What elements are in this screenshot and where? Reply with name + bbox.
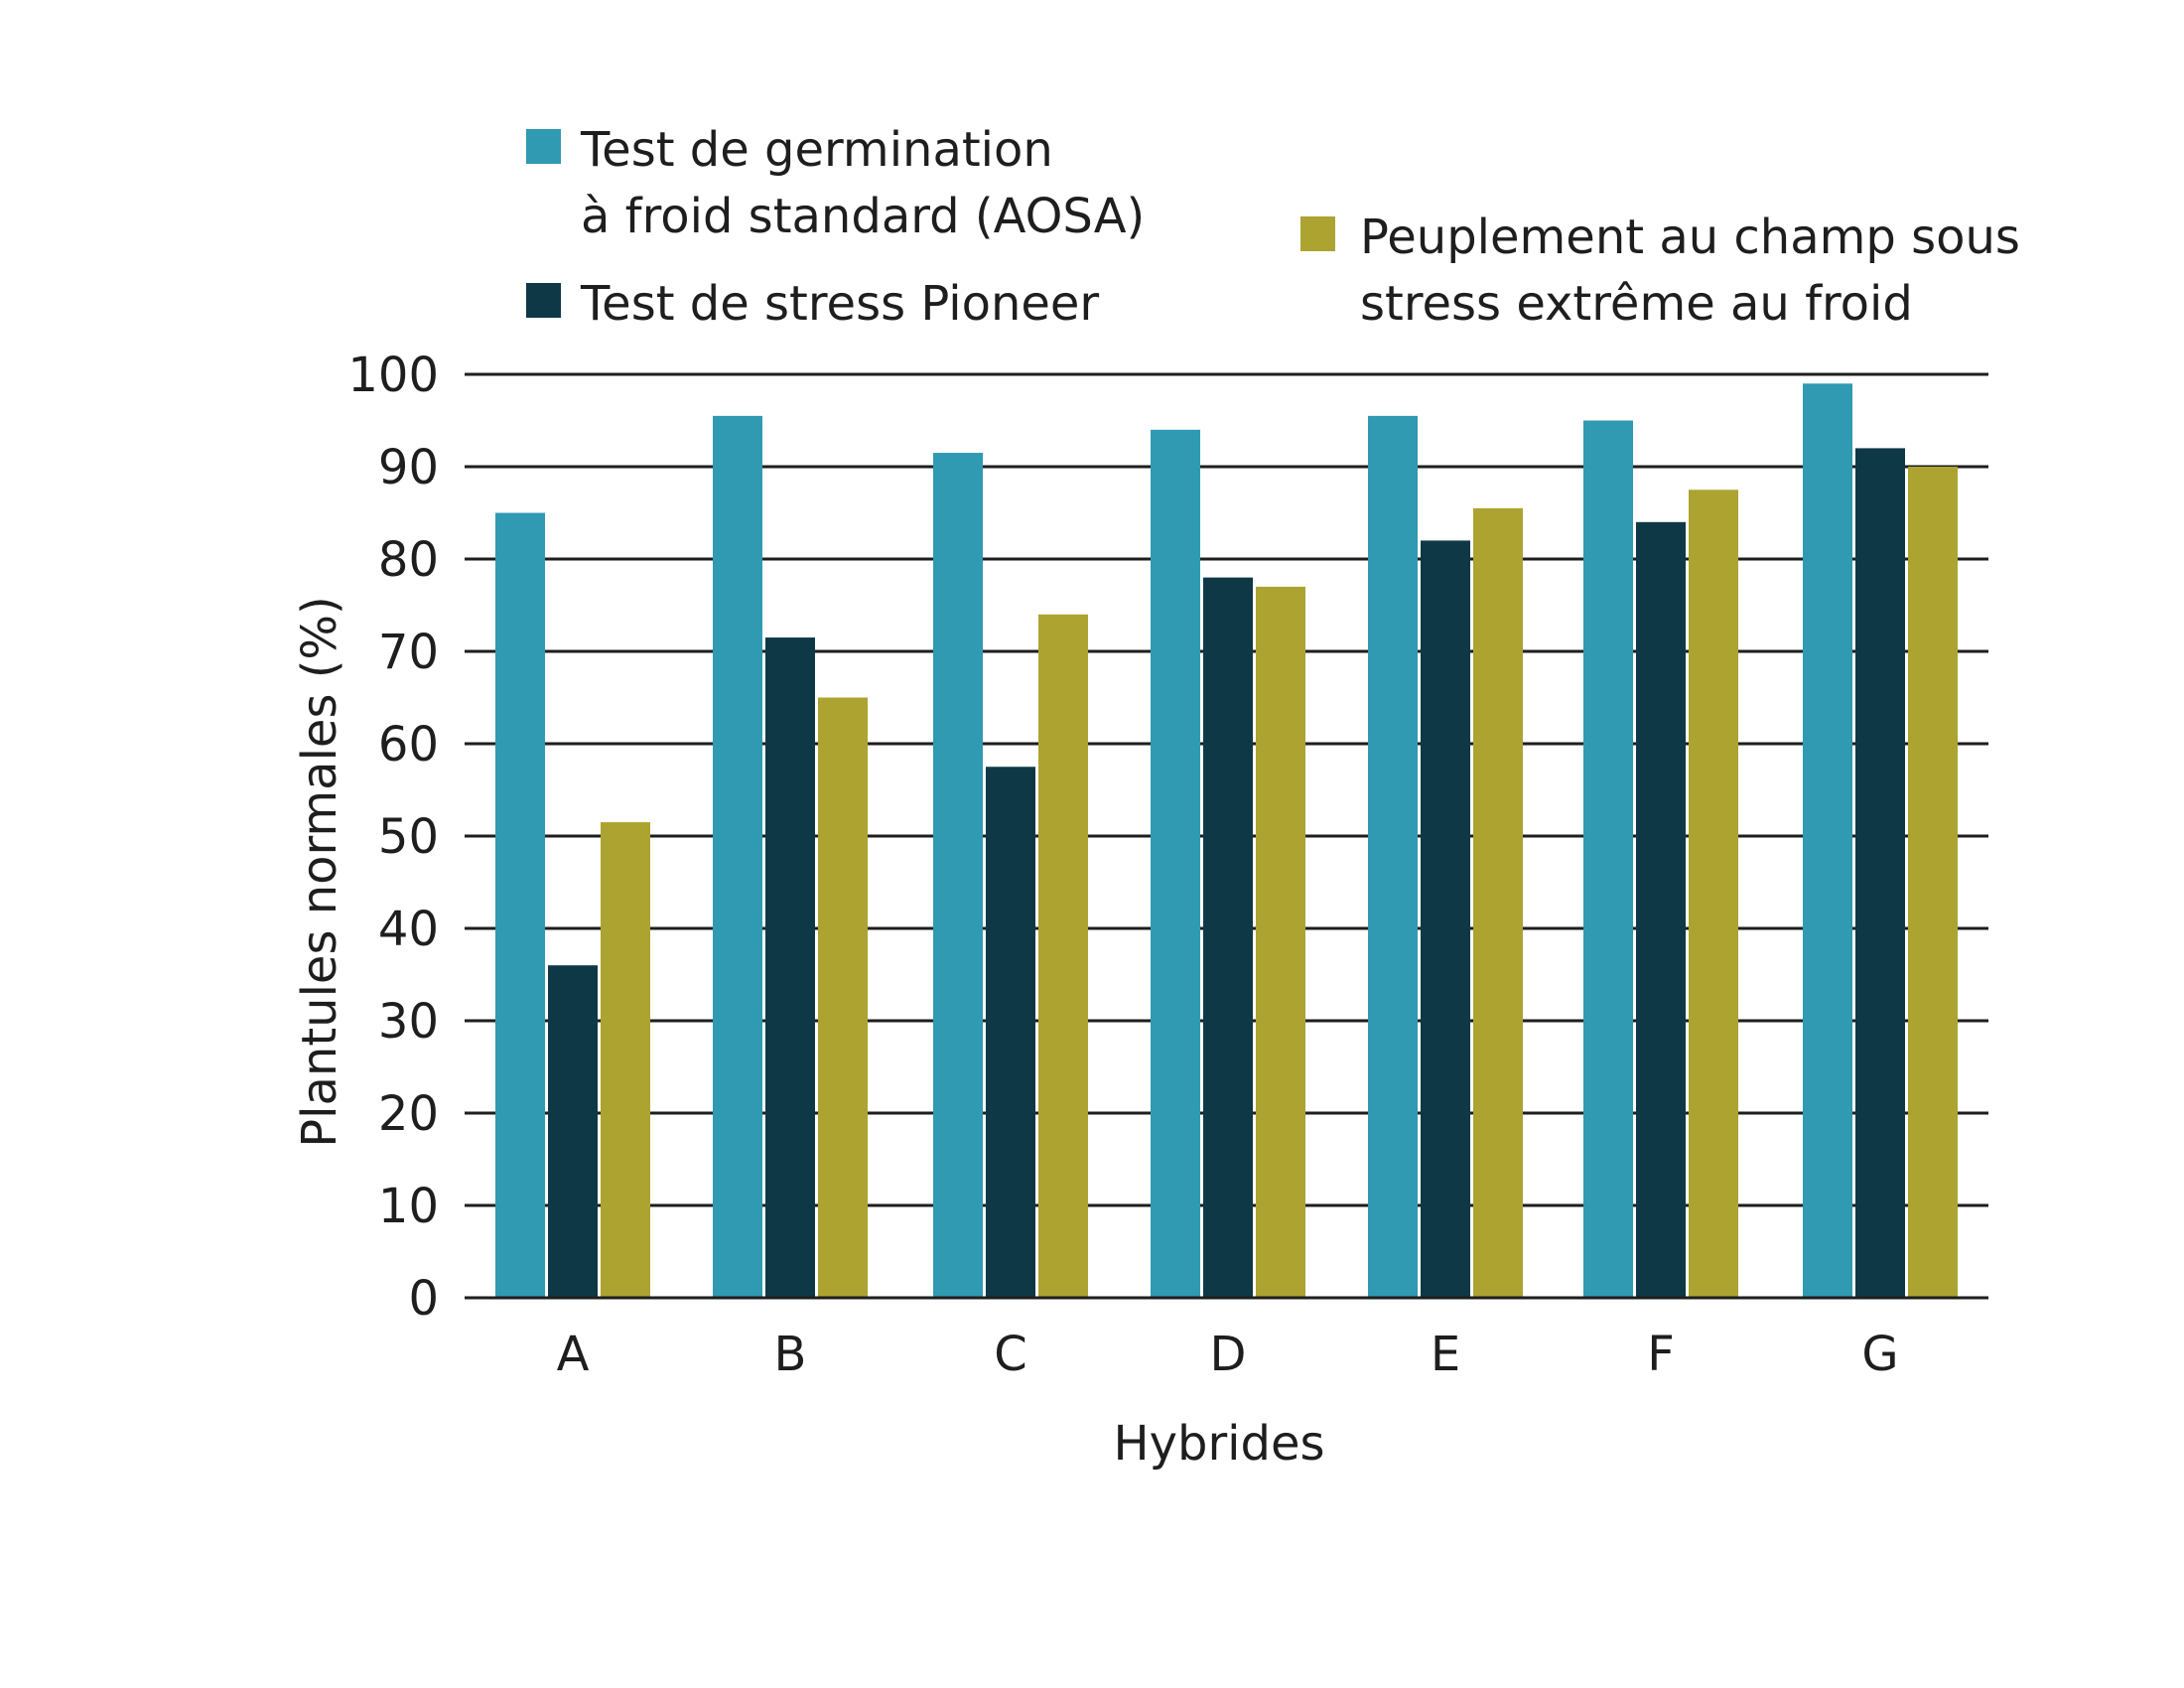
legend-label: stress extrême au froid	[1360, 276, 1913, 332]
bar-G-series-3	[1908, 467, 1958, 1298]
legend-item: Peuplement au champ sous stress extrême a…	[1300, 210, 2020, 332]
bar-series-group	[495, 383, 1958, 1299]
y-tick-label: 100	[347, 348, 439, 403]
y-tick-label: 60	[378, 717, 439, 773]
bar-E-series-3	[1473, 507, 1523, 1299]
bar-F-series-3	[1689, 490, 1738, 1298]
x-tick-label: F	[1647, 1327, 1675, 1382]
y-tick-label: 10	[378, 1179, 439, 1234]
y-tick-label: 70	[378, 625, 439, 680]
x-axis-title: Hybrides	[1113, 1416, 1324, 1472]
x-tick-label: E	[1431, 1327, 1460, 1382]
x-tick-label: A	[557, 1327, 590, 1382]
bar-G-series-1	[1803, 383, 1852, 1298]
bar-D-series-2	[1203, 577, 1253, 1298]
chart-legend: Test de germination à froid standard (AOS…	[526, 122, 2020, 332]
x-tick-label: D	[1210, 1327, 1247, 1382]
bar-D-series-3	[1256, 586, 1305, 1298]
y-tick-label: 0	[408, 1271, 439, 1327]
y-tick-label: 50	[378, 809, 439, 865]
y-tick-labels: 0 10 20 30 40 50 60 70 80 90 100	[347, 348, 439, 1327]
x-tick-label: B	[774, 1327, 807, 1382]
bar-A-series-1	[495, 512, 545, 1298]
y-tick-label: 20	[378, 1086, 439, 1142]
legend-swatch	[1300, 216, 1335, 251]
bar-E-series-2	[1421, 540, 1470, 1298]
legend-label: Test de stress Pioneer	[580, 276, 1099, 332]
bar-C-series-3	[1038, 614, 1088, 1298]
x-tick-label: G	[1861, 1327, 1898, 1382]
legend-item: Test de stress Pioneer	[526, 276, 1099, 332]
bar-D-series-1	[1151, 429, 1200, 1298]
x-tick-label: C	[994, 1327, 1027, 1382]
legend-swatch	[526, 283, 561, 318]
bar-E-series-1	[1368, 415, 1418, 1299]
legend-label: Test de germination	[580, 122, 1053, 178]
bar-C-series-2	[986, 767, 1035, 1298]
bar-F-series-1	[1583, 420, 1633, 1298]
x-tick-labels: A B C D E F G	[557, 1327, 1899, 1382]
bar-B-series-3	[818, 697, 868, 1298]
bar-F-series-2	[1636, 521, 1686, 1298]
bar-series	[495, 383, 1852, 1299]
bar-C-series-1	[933, 453, 983, 1298]
bar-A-series-3	[601, 822, 650, 1298]
bar-B-series-1	[713, 415, 762, 1299]
y-tick-label: 80	[378, 532, 439, 588]
bar-A-series-2	[548, 965, 598, 1298]
legend-label: à froid standard (AOSA)	[581, 189, 1145, 244]
bar-B-series-2	[765, 637, 815, 1298]
bar-series	[548, 448, 1905, 1298]
legend-swatch	[526, 129, 561, 164]
y-tick-label: 90	[378, 440, 439, 495]
y-tick-label: 30	[378, 994, 439, 1050]
bar-series	[601, 467, 1958, 1299]
y-axis-title: Plantules normales (%)	[292, 596, 347, 1148]
y-tick-label: 40	[378, 902, 439, 957]
bar-G-series-2	[1855, 448, 1905, 1298]
legend-label: Peuplement au champ sous	[1360, 210, 2020, 265]
legend-item: Test de germination à froid standard (AOS…	[526, 122, 1145, 244]
